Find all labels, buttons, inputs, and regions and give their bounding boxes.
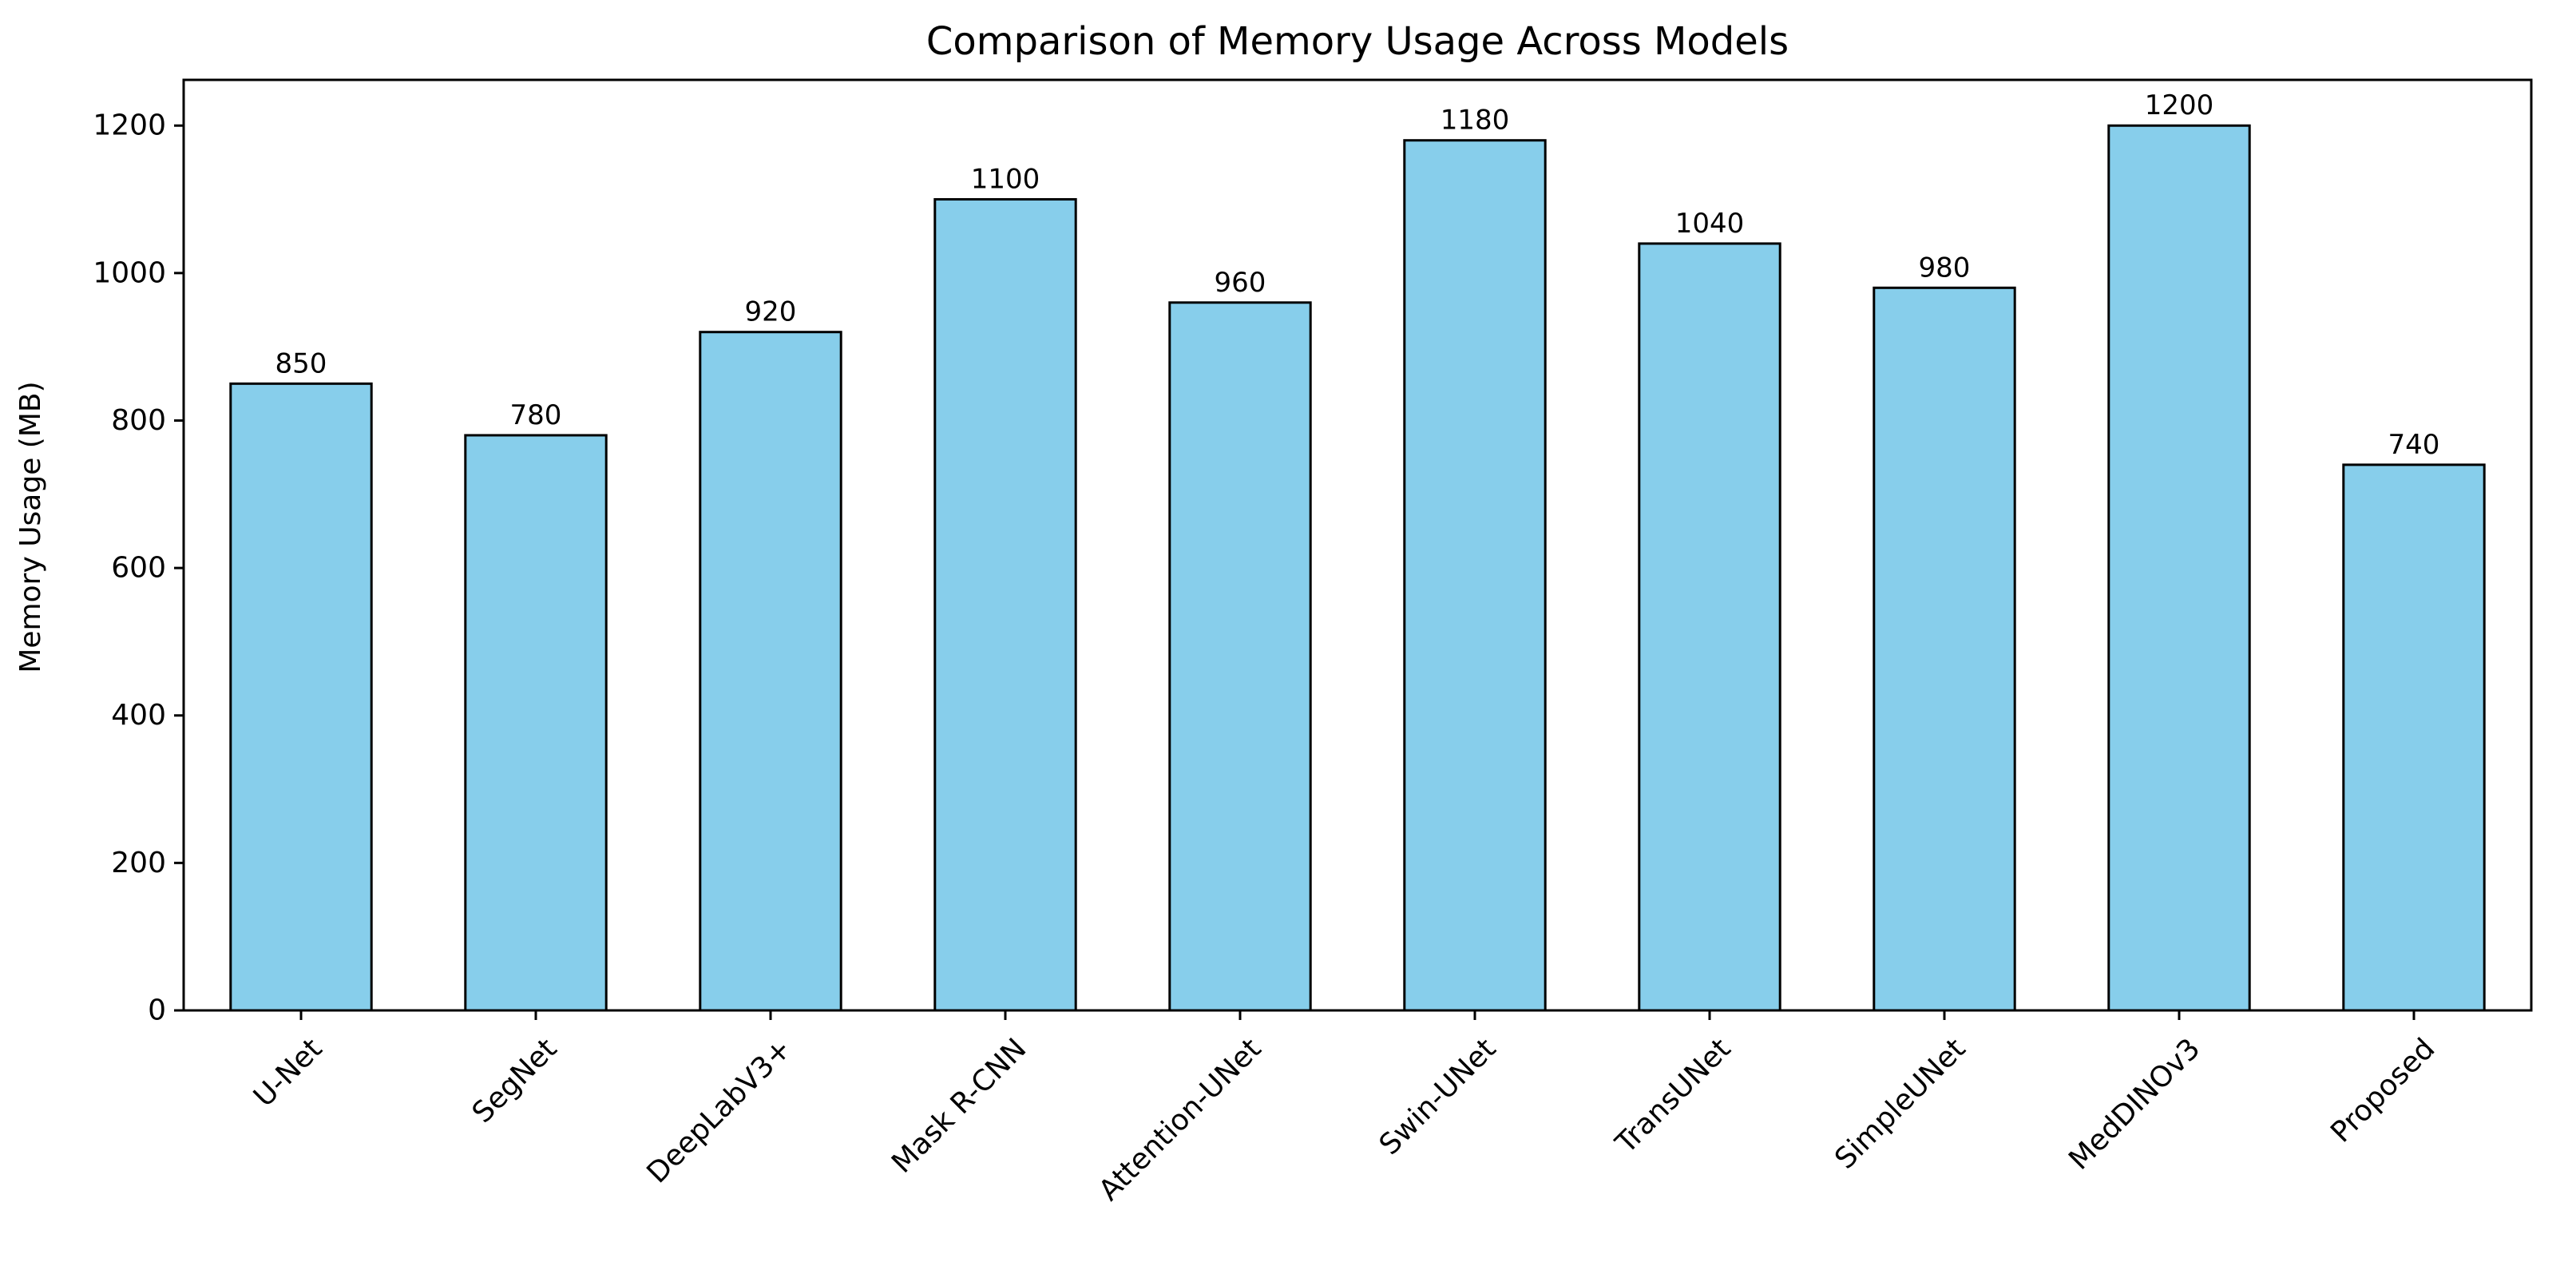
y-tick-label: 1200 <box>93 109 166 142</box>
x-tick-label: Proposed <box>2324 1032 2441 1149</box>
y-tick-label: 0 <box>148 994 166 1027</box>
x-tick-label: DeepLabV3+ <box>640 1032 798 1189</box>
y-axis-ticks: 0 200 400 600 800 1000 1200 <box>93 109 184 1027</box>
x-axis-ticks: U-Net SegNet DeepLabV3+ Mask R-CNN Attention… <box>248 1010 2441 1207</box>
bar <box>1168 301 1312 1012</box>
x-tick-label: SimpleUNet <box>1829 1032 1972 1175</box>
bar-value-label: 1040 <box>1675 208 1745 240</box>
bar-value-label: 1200 <box>2145 89 2214 121</box>
bar-value-label: 960 <box>1215 267 1266 299</box>
bars-layer <box>229 124 2486 1012</box>
y-tick-label: 200 <box>111 847 166 879</box>
x-tick-label: U-Net <box>248 1032 329 1113</box>
bar-value-label: 780 <box>510 399 562 431</box>
y-tick-label: 400 <box>111 699 166 732</box>
bar <box>699 331 842 1012</box>
bar <box>1638 242 1781 1012</box>
bar-value-label: 740 <box>2388 429 2440 461</box>
bar-value-label: 1100 <box>971 164 1040 196</box>
x-tick-label: Swin-UNet <box>1373 1032 1503 1161</box>
value-labels-layer: 850 780 920 1100 960 1180 1040 980 1200 740 <box>275 89 2440 461</box>
x-tick-label: SegNet <box>466 1032 564 1129</box>
x-tick-label: TransUNet <box>1609 1032 1737 1160</box>
bar-value-label: 1180 <box>1441 105 1510 137</box>
bar <box>2107 124 2251 1012</box>
y-tick-label: 1000 <box>93 256 166 289</box>
bar <box>229 382 373 1012</box>
bar-value-label: 920 <box>745 296 797 328</box>
bar-value-label: 850 <box>275 347 327 379</box>
bar <box>464 434 608 1012</box>
x-tick-label: Mask R-CNN <box>886 1032 1032 1179</box>
chart-title: Comparison of Memory Usage Across Models <box>926 19 1789 64</box>
y-tick-label: 600 <box>111 552 166 585</box>
x-tick-label: Attention-UNet <box>1092 1032 1267 1207</box>
bar <box>1403 139 1547 1012</box>
y-axis-label: Memory Usage (MB) <box>14 381 47 673</box>
bar <box>2342 463 2486 1012</box>
y-tick-label: 800 <box>111 404 166 437</box>
bar <box>933 198 1077 1012</box>
bar-value-label: 980 <box>1919 252 1971 284</box>
x-tick-label: MedDINOv3 <box>2063 1032 2206 1176</box>
plot-area-frame <box>182 78 2533 1012</box>
bar <box>1873 286 2016 1012</box>
